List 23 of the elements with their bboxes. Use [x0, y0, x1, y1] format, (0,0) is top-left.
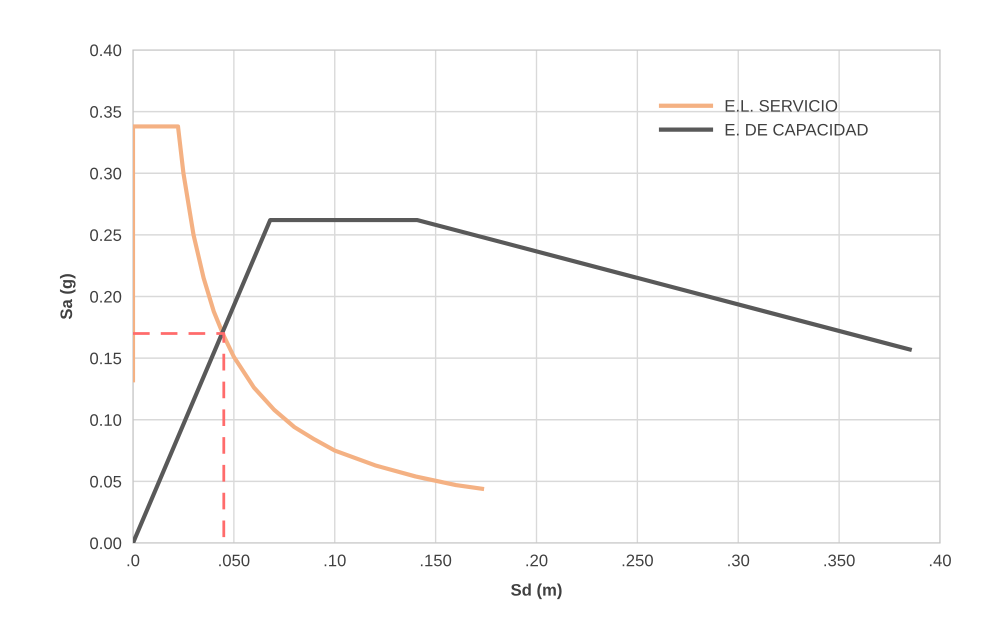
y-tick-label: 0.20 [90, 290, 122, 303]
x-tick-label: .250 [622, 554, 653, 566]
x-tick-label: .150 [420, 554, 452, 566]
y-tick-label: 0.15 [90, 352, 122, 364]
y-tick-label: 0.00 [90, 537, 122, 550]
y-tick-label: 0.05 [90, 476, 122, 488]
x-tick-label: .40 [930, 554, 951, 566]
x-tick-label: .30 [728, 554, 750, 566]
y-tick-label: 0.25 [90, 229, 122, 242]
line-series [133, 124, 484, 491]
x-tick-label: .10 [324, 554, 346, 566]
y-tick-label: 0.40 [90, 44, 122, 56]
y-tick-label: 0.30 [90, 168, 122, 180]
legend-label: E. DE CAPACIDAD [726, 124, 868, 136]
x-tick-label: .20 [526, 554, 548, 566]
x-tick-label: .0 [128, 554, 140, 566]
y-axis-title: Sa (g) [60, 274, 76, 320]
y-tick-label: 0.35 [90, 106, 122, 118]
x-axis-title: Sd (m) [511, 584, 562, 600]
x-tick-label: .050 [219, 554, 250, 566]
legend-label: E.L. SERVICIO [726, 100, 838, 112]
x-tick-label: .350 [824, 554, 855, 566]
y-tick-label: 0.10 [90, 414, 122, 426]
